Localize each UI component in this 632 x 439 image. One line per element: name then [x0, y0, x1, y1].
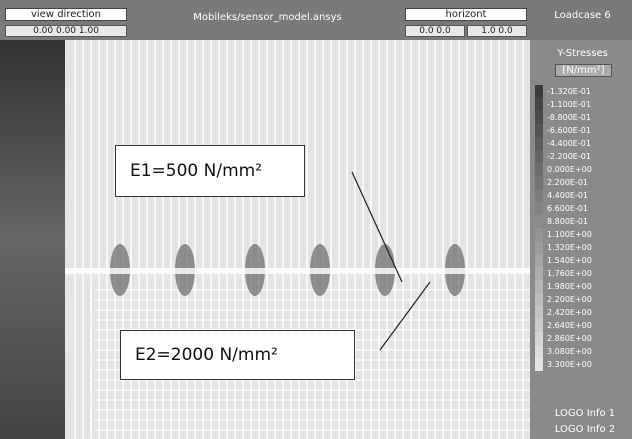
horizont-label: horizont: [405, 8, 527, 21]
legend-entry: 2.200E+00: [535, 293, 630, 306]
legend-entry: 2.860E+00: [535, 332, 630, 345]
legend: -1.320E-01-1.100E-01-8.800E-01-6.600E-01…: [535, 85, 630, 371]
legend-entry: 3.080E+00: [535, 345, 630, 358]
legend-entry: 0.000E+00: [535, 163, 630, 176]
view-label: view direction: [5, 8, 127, 21]
mesh-part: [65, 268, 530, 274]
view-value[interactable]: 0.00 0.00 1.00: [5, 25, 127, 37]
legend-entry: 2.420E+00: [535, 306, 630, 319]
screen: view direction 0.00 0.00 1.00 Mobileks/s…: [0, 0, 632, 439]
legend-entry: -1.320E-01: [535, 85, 630, 98]
legend-entry: -8.800E-01: [535, 111, 630, 124]
legend-entry: -1.100E-01: [535, 98, 630, 111]
legend-entry: -4.400E-01: [535, 137, 630, 150]
legend-entry: 1.760E+00: [535, 267, 630, 280]
legend-entry: 1.100E+00: [535, 228, 630, 241]
legend-entry: 4.400E-01: [535, 189, 630, 202]
legend-entry: 2.640E+00: [535, 319, 630, 332]
footer: LOGO Info 2: [545, 424, 625, 435]
left-strip: [0, 40, 65, 439]
legend-entry: -6.600E-01: [535, 124, 630, 137]
legend-unit: [N/mm²]: [555, 64, 612, 77]
legend-entry: 8.800E-01: [535, 215, 630, 228]
callout: E2=2000 N/mm²: [120, 330, 355, 380]
legend-entry: -2.200E-01: [535, 150, 630, 163]
legend-title: Y-Stresses: [535, 48, 630, 59]
title: Mobileks/sensor_model.ansys: [135, 12, 400, 23]
footer: LOGO Info 1: [545, 408, 625, 419]
callout: E1=500 N/mm²: [115, 145, 305, 197]
loadcase: Loadcase 6: [535, 10, 630, 21]
legend-entry: 2.200E-01: [535, 176, 630, 189]
legend-entry: 1.540E+00: [535, 254, 630, 267]
horizont-value[interactable]: 0.0 0.0: [405, 25, 465, 37]
horizont-value[interactable]: 1.0 0.0: [467, 25, 527, 37]
legend-entry: 6.600E-01: [535, 202, 630, 215]
legend-entry: 1.320E+00: [535, 241, 630, 254]
legend-entry: 1.980E+00: [535, 280, 630, 293]
legend-entry: 3.300E+00: [535, 358, 630, 371]
